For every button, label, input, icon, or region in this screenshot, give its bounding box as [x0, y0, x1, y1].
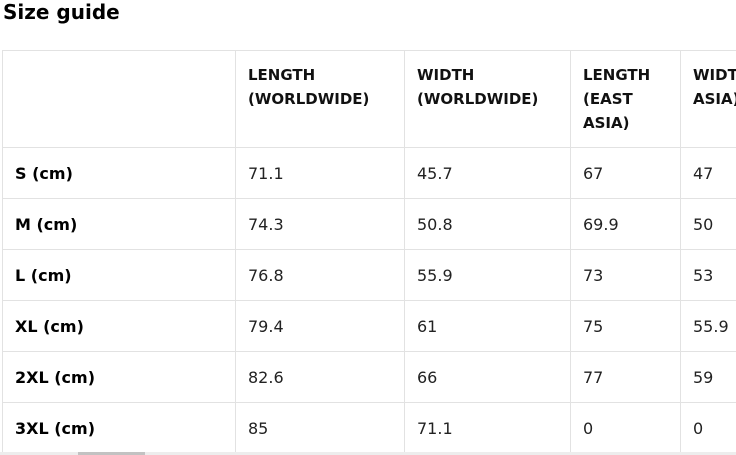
size-value-cell: 71.1 — [404, 402, 571, 453]
size-value-cell: 82.6 — [235, 351, 405, 403]
size-value-cell: 50.8 — [404, 198, 571, 250]
size-value-cell: 76.8 — [235, 249, 405, 301]
size-value-cell: 71.1 — [235, 147, 405, 199]
table-row: XL (cm) 79.4 61 75 55.9 — [2, 300, 736, 352]
row-label: 3XL (cm) — [2, 402, 236, 453]
size-table-scroll-container[interactable]: LENGTH (WORLDWIDE) WIDTH (WORLDWIDE) LEN… — [2, 50, 736, 453]
size-value-cell: 0 — [570, 402, 681, 453]
size-value-cell: 75 — [570, 300, 681, 352]
horizontal-scrollbar-thumb[interactable] — [78, 452, 145, 455]
header-row: LENGTH (WORLDWIDE) WIDTH (WORLDWIDE) LEN… — [2, 50, 736, 148]
row-label: S (cm) — [2, 147, 236, 199]
size-value-cell: 67 — [570, 147, 681, 199]
row-label: XL (cm) — [2, 300, 236, 352]
column-header-empty — [2, 50, 236, 148]
size-value-cell: 55.9 — [680, 300, 736, 352]
size-value-cell: 47 — [680, 147, 736, 199]
column-header-length-east-asia: LENGTH (EAST ASIA) — [570, 50, 681, 148]
size-value-cell: 61 — [404, 300, 571, 352]
size-value-cell: 85 — [235, 402, 405, 453]
size-value-cell: 0 — [680, 402, 736, 453]
table-row: 2XL (cm) 82.6 66 77 59 — [2, 351, 736, 403]
column-header-width-east-asia: WIDTH (EAST ASIA) — [680, 50, 736, 148]
horizontal-scrollbar-track[interactable] — [0, 452, 736, 455]
size-value-cell: 74.3 — [235, 198, 405, 250]
size-value-cell: 50 — [680, 198, 736, 250]
row-label: M (cm) — [2, 198, 236, 250]
size-value-cell: 69.9 — [570, 198, 681, 250]
size-value-cell: 45.7 — [404, 147, 571, 199]
size-value-cell: 66 — [404, 351, 571, 403]
column-header-width-worldwide: WIDTH (WORLDWIDE) — [404, 50, 571, 148]
size-value-cell: 59 — [680, 351, 736, 403]
table-row: S (cm) 71.1 45.7 67 47 — [2, 147, 736, 199]
size-value-cell: 77 — [570, 351, 681, 403]
size-table-body: S (cm) 71.1 45.7 67 47 M (cm) 74.3 50.8 … — [2, 147, 736, 453]
row-label: L (cm) — [2, 249, 236, 301]
table-row: 3XL (cm) 85 71.1 0 0 — [2, 402, 736, 453]
page-title: Size guide — [3, 0, 120, 24]
size-value-cell: 73 — [570, 249, 681, 301]
table-row: M (cm) 74.3 50.8 69.9 50 — [2, 198, 736, 250]
row-label: 2XL (cm) — [2, 351, 236, 403]
column-header-length-worldwide: LENGTH (WORLDWIDE) — [235, 50, 405, 148]
size-guide-table: LENGTH (WORLDWIDE) WIDTH (WORLDWIDE) LEN… — [2, 50, 736, 453]
size-value-cell: 53 — [680, 249, 736, 301]
size-value-cell: 79.4 — [235, 300, 405, 352]
table-row: L (cm) 76.8 55.9 73 53 — [2, 249, 736, 301]
size-value-cell: 55.9 — [404, 249, 571, 301]
